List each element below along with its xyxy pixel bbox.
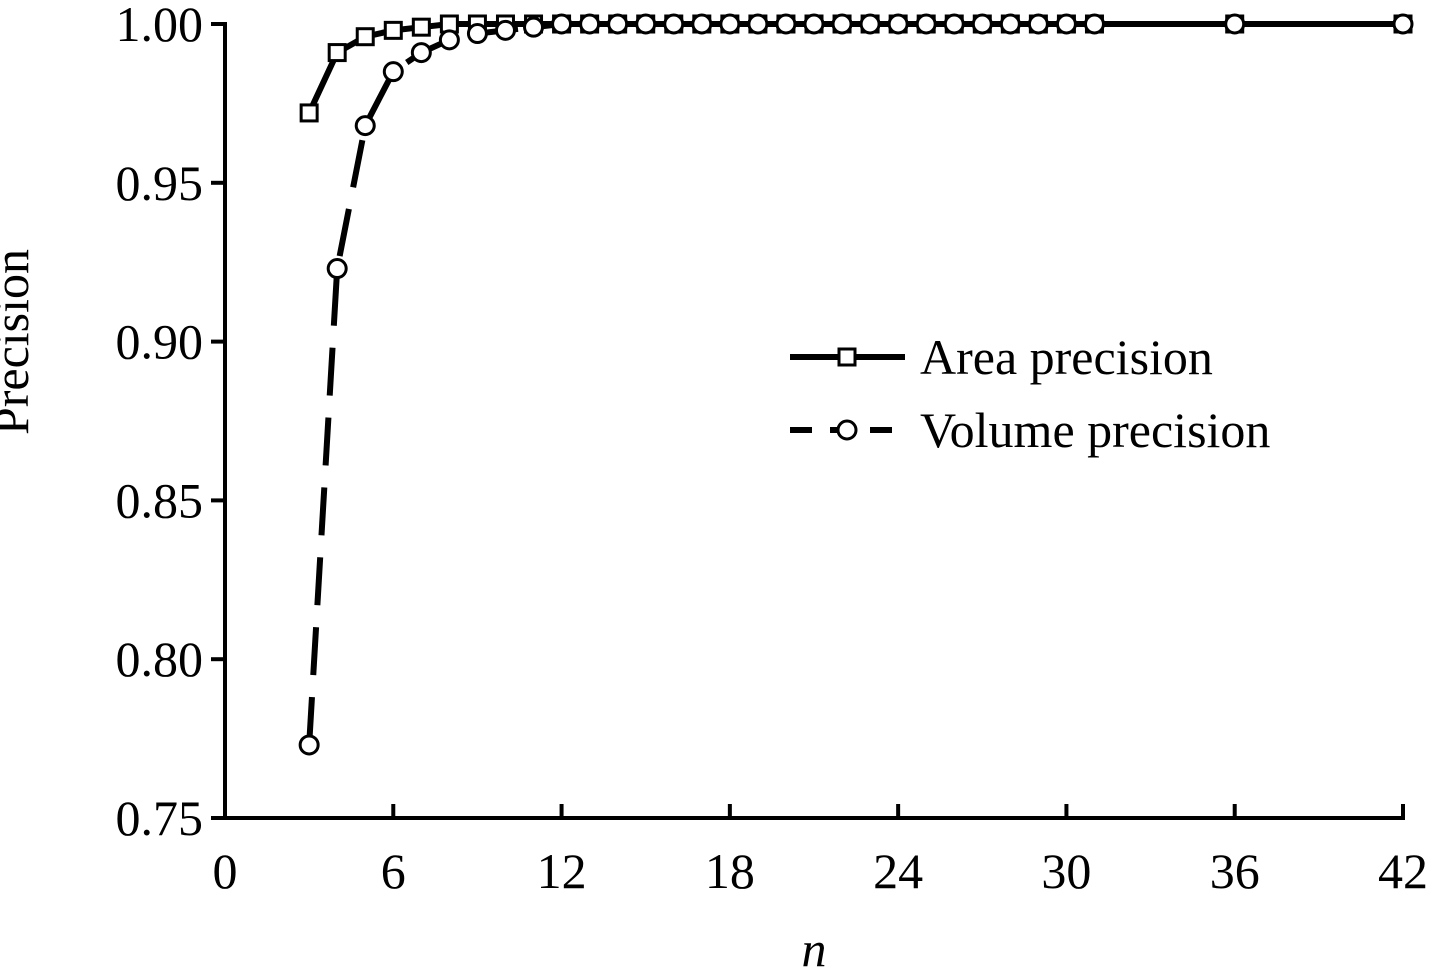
- point: [607, 13, 629, 35]
- legend-label: Volume precision: [920, 402, 1270, 458]
- y-tick-label: 1.00: [116, 0, 204, 52]
- point: [382, 61, 404, 83]
- point: [438, 29, 460, 51]
- point: [635, 13, 657, 35]
- point: [523, 16, 545, 38]
- point: [410, 42, 432, 64]
- x-tick-label: 12: [537, 843, 587, 899]
- x-tick-label: 30: [1041, 843, 1091, 899]
- y-tick-label: 0.75: [116, 790, 204, 846]
- point: [466, 23, 488, 45]
- x-tick-label: 42: [1378, 843, 1428, 899]
- y-tick-label: 0.80: [116, 631, 204, 687]
- point: [859, 13, 881, 35]
- point: [663, 13, 685, 35]
- x-tick-label: 6: [381, 843, 406, 899]
- x-tick-label: 36: [1210, 843, 1260, 899]
- x-tick-label: 18: [705, 843, 755, 899]
- point: [943, 13, 965, 35]
- point: [1027, 13, 1049, 35]
- point: [298, 734, 320, 756]
- point: [915, 13, 937, 35]
- x-tick-label: 24: [873, 843, 923, 899]
- y-tick-label: 0.95: [116, 155, 204, 211]
- point: [971, 13, 993, 35]
- point: [1224, 13, 1246, 35]
- point: [831, 13, 853, 35]
- x-tick-label: 0: [213, 843, 238, 899]
- point: [691, 13, 713, 35]
- point: [1083, 13, 1105, 35]
- point: [411, 17, 431, 37]
- point: [803, 13, 825, 35]
- point: [775, 13, 797, 35]
- point: [579, 13, 601, 35]
- legend-marker: [836, 419, 858, 441]
- point: [1055, 13, 1077, 35]
- x-axis-label: n: [802, 921, 827, 972]
- point: [887, 13, 909, 35]
- series-line: [306, 21, 1403, 746]
- y-axis-label: Precision: [0, 249, 39, 435]
- point: [326, 258, 348, 280]
- point: [383, 20, 403, 40]
- point: [327, 43, 347, 63]
- legend-marker: [837, 347, 857, 367]
- y-tick-label: 0.85: [116, 472, 204, 528]
- point: [747, 13, 769, 35]
- point: [354, 115, 376, 137]
- y-tick-label: 0.90: [116, 314, 204, 370]
- point: [299, 103, 319, 123]
- point: [999, 13, 1021, 35]
- point: [355, 27, 375, 47]
- point: [719, 13, 741, 35]
- point: [494, 19, 516, 41]
- point: [551, 13, 573, 35]
- point: [1392, 13, 1414, 35]
- legend-label: Area precision: [920, 329, 1213, 385]
